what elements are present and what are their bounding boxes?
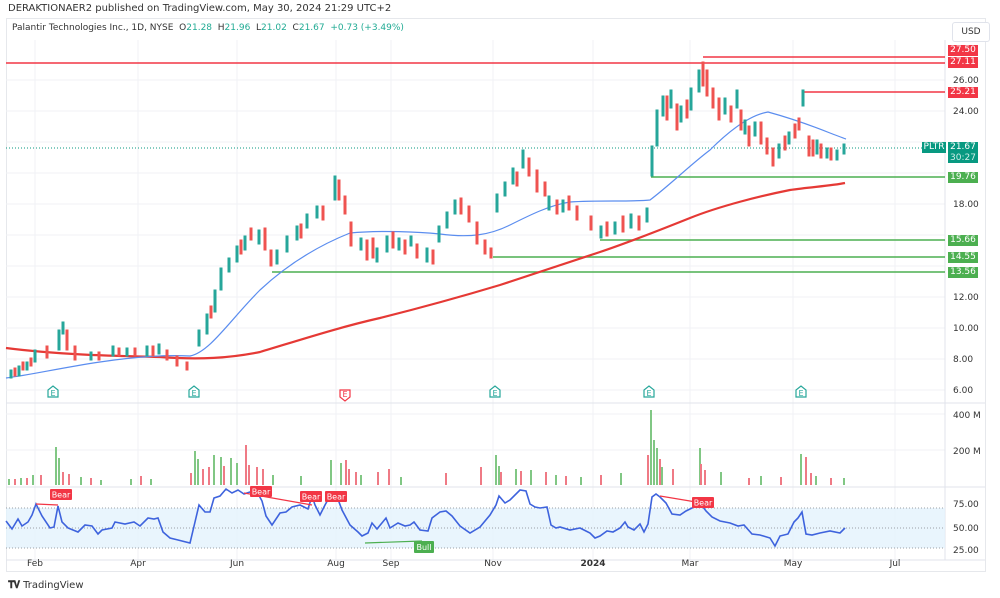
tradingview-brand: TradingView (23, 580, 84, 591)
price-axis[interactable]: 26.00 24.00 18.00 12.00 10.00 8.00 6.00 400… (953, 76, 981, 556)
svg-text:Bear: Bear (252, 488, 271, 497)
open-label: O (179, 23, 187, 33)
svg-text:Bear: Bear (52, 491, 71, 500)
change-value: +0.73 (+3.49%) (330, 23, 404, 33)
grid (6, 40, 945, 560)
tradingview-logo-icon: 𝐓𝐕 (8, 580, 20, 591)
svg-text:Apr: Apr (130, 559, 146, 569)
earnings-markers[interactable]: E E E E E E (47, 385, 807, 402)
svg-text:Sep: Sep (383, 559, 400, 569)
earnings-icon[interactable]: E (47, 385, 59, 398)
high-value: 21.96 (224, 23, 251, 33)
currency-button[interactable]: USD (952, 22, 990, 42)
short-ma-line (5, 111, 847, 379)
svg-text:400 M: 400 M (953, 411, 981, 421)
svg-text:May: May (784, 559, 803, 569)
level-tag-19-76[interactable]: 19.76 (948, 172, 978, 183)
candles (9, 61, 846, 379)
svg-text:6.00: 6.00 (953, 386, 973, 396)
svg-text:Mar: Mar (682, 559, 699, 569)
symbol-description: Palantir Technologies Inc., 1D, NYSE (12, 23, 174, 33)
svg-text:8.00: 8.00 (953, 355, 973, 365)
level-tag-27-11[interactable]: 27.11 (948, 57, 978, 68)
svg-text:24.00: 24.00 (953, 107, 979, 117)
chart-frame (6, 18, 986, 572)
svg-text:75.00: 75.00 (953, 500, 979, 510)
horizontal-levels[interactable] (6, 56, 945, 273)
high-label: H (217, 23, 225, 33)
level-tag-14-55[interactable]: 14.55 (948, 252, 978, 263)
rsi-line (5, 487, 846, 548)
bar-countdown: 30:27 (950, 152, 976, 163)
svg-text:E: E (191, 389, 196, 398)
symbol-legend: Palantir Technologies Inc., 1D, NYSE O21… (12, 23, 404, 33)
low-label: L (256, 23, 262, 33)
tradingview-logo[interactable]: 𝐓𝐕 TradingView (8, 580, 84, 591)
svg-text:Jun: Jun (229, 559, 244, 569)
last-price-tag: 21.67 30:27 (948, 142, 978, 163)
earnings-icon[interactable]: E (643, 385, 655, 398)
earnings-icon[interactable]: E (188, 385, 200, 398)
svg-text:Bull: Bull (416, 543, 431, 552)
svg-text:E: E (50, 389, 55, 398)
svg-text:Nov: Nov (484, 559, 502, 569)
level-tag-15-66[interactable]: 15.66 (948, 235, 978, 246)
svg-text:E: E (492, 389, 497, 398)
svg-text:Jul: Jul (889, 559, 901, 569)
publisher-line: DERAKTIONAER2 published on TradingView.c… (8, 3, 392, 14)
time-axis[interactable]: Feb Apr Jun Aug Sep Nov 2024 Mar May Jul (27, 559, 900, 569)
svg-text:E: E (342, 390, 347, 399)
divergence-labels: Bear Bear Bear Bear Bull Bear (50, 486, 714, 553)
svg-text:25.00: 25.00 (953, 546, 979, 556)
close-value: 21.67 (298, 23, 325, 33)
svg-text:10.00: 10.00 (953, 324, 979, 334)
svg-text:Aug: Aug (327, 559, 345, 569)
symbol-price-tag: PLTR (922, 142, 946, 153)
svg-text:2024: 2024 (580, 559, 605, 569)
svg-text:Feb: Feb (27, 559, 43, 569)
svg-text:E: E (646, 389, 651, 398)
level-tag-27-50[interactable]: 27.50 (948, 45, 978, 56)
svg-text:12.00: 12.00 (953, 293, 979, 303)
earnings-icon[interactable]: E (489, 385, 501, 398)
svg-text:Bear: Bear (327, 493, 346, 502)
svg-text:26.00: 26.00 (953, 76, 979, 86)
svg-text:200 M: 200 M (953, 447, 981, 457)
earnings-icon[interactable]: E (339, 389, 351, 402)
long-ma-line (5, 181, 846, 360)
volume-bars (8, 410, 845, 485)
low-value: 21.02 (261, 23, 287, 33)
level-tag-13-56[interactable]: 13.56 (948, 267, 978, 278)
close-label: C (292, 23, 299, 33)
level-tag-25-21[interactable]: 25.21 (948, 87, 978, 98)
earnings-icon[interactable]: E (795, 385, 807, 398)
svg-text:18.00: 18.00 (953, 200, 979, 210)
last-price-value: 21.67 (950, 142, 976, 152)
svg-text:E: E (798, 389, 803, 398)
svg-text:Bear: Bear (694, 499, 713, 508)
svg-text:50.00: 50.00 (953, 524, 979, 534)
open-value: 21.28 (186, 23, 213, 33)
svg-text:Bear: Bear (302, 493, 321, 502)
